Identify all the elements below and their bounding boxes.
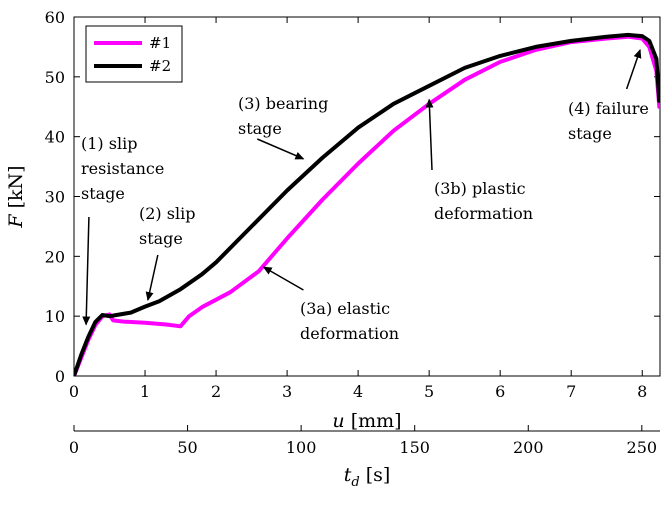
x-axis-label: u [mm] bbox=[332, 410, 401, 432]
y-axis: 0 10 20 30 40 50 60 F [kN] bbox=[5, 8, 660, 386]
y-tick-label: 40 bbox=[45, 128, 65, 147]
annotation-arrow-1 bbox=[82, 216, 91, 326]
x-tick-label: 7 bbox=[566, 382, 576, 401]
x-tick-label: 8 bbox=[637, 382, 647, 401]
x-tick-label: 3 bbox=[282, 382, 292, 401]
x-tick-label: 0 bbox=[69, 382, 79, 401]
annotation-arrow-6 bbox=[625, 48, 642, 90]
secondary-tick-label: 0 bbox=[69, 438, 79, 457]
annotation-arrow-5 bbox=[425, 98, 434, 171]
annotation-2: (2) slip stage bbox=[139, 204, 195, 248]
y-tick-label: 20 bbox=[45, 247, 65, 266]
y-tick-label: 30 bbox=[45, 188, 65, 207]
y-tick-label: 60 bbox=[45, 8, 65, 27]
x-tick-label: 5 bbox=[424, 382, 434, 401]
annotation-arrow-2 bbox=[145, 254, 159, 301]
x-tick-label: 1 bbox=[140, 382, 150, 401]
y-tick-label: 0 bbox=[55, 367, 65, 386]
x-tick-label: 4 bbox=[353, 382, 363, 401]
legend-box bbox=[85, 25, 183, 83]
annotation-layer: (1) slip resistance stage(2) slip stage (3) … bbox=[81, 48, 649, 343]
x-tick-label: 6 bbox=[495, 382, 505, 401]
secondary-tick-label: 50 bbox=[177, 438, 197, 457]
y-tick-label: 10 bbox=[45, 307, 65, 326]
y-tick-label: 50 bbox=[45, 68, 65, 87]
secondary-tick-label: 200 bbox=[513, 438, 544, 457]
series-layer bbox=[74, 32, 660, 376]
legend-label-1: #1 bbox=[149, 34, 171, 52]
secondary-tick-label: 100 bbox=[286, 438, 317, 457]
secondary-x-axis: 0 50 100 150 200 250 td [s] bbox=[69, 425, 660, 490]
annotation-5: (3b) plastic deformation bbox=[434, 179, 533, 223]
annotation-6: (4) failure stage bbox=[568, 99, 649, 143]
legend-label-2: #2 bbox=[149, 57, 171, 75]
y-axis-label: F [kN] bbox=[5, 165, 27, 228]
x-tick-label: 2 bbox=[211, 382, 221, 401]
annotation-4: (3a) elastic deformation bbox=[300, 299, 399, 343]
x-axis: 0 1 2 3 4 5 6 7 8 u [mm] bbox=[69, 17, 647, 432]
legend: #1#2 bbox=[85, 25, 183, 83]
annotation-3: (3) bearing stage bbox=[238, 94, 328, 138]
secondary-axis-label: td [s] bbox=[344, 464, 391, 490]
annotation-arrow-3 bbox=[256, 138, 305, 160]
annotation-1: (1) slip resistance stage bbox=[81, 134, 164, 203]
annotation-arrow-4 bbox=[262, 266, 304, 291]
series-line-2 bbox=[74, 32, 660, 376]
secondary-tick-label: 150 bbox=[399, 438, 430, 457]
secondary-tick-label: 250 bbox=[627, 438, 658, 457]
